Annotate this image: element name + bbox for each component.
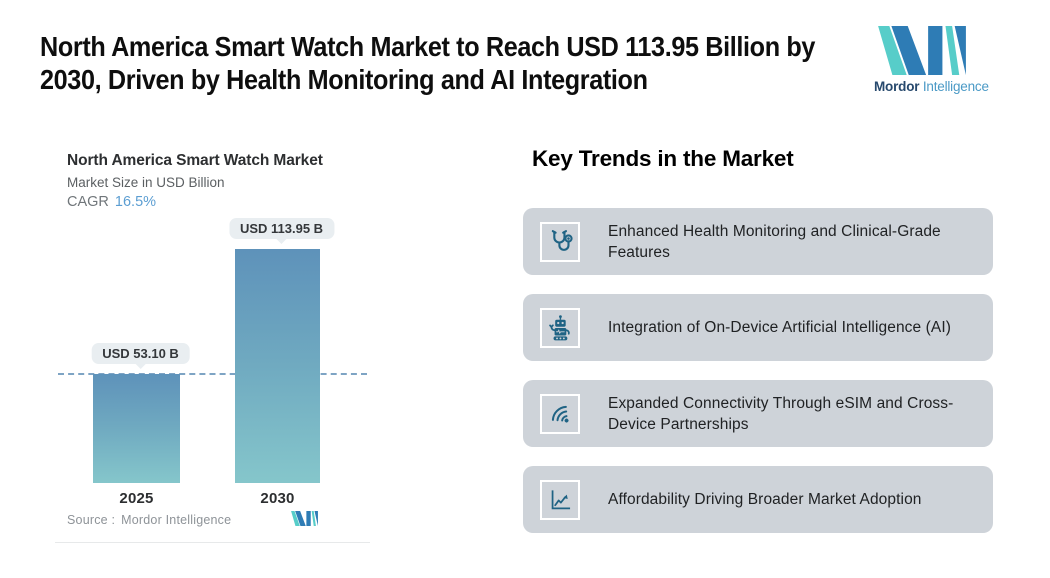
bar-chart-plot: USD 53.10 B 2025 USD 113.95 B 2030 [55,218,370,507]
logo-wordmark: Mordor Intelligence [874,79,989,94]
chart-line-icon [540,479,580,520]
bar-value-label-2030: USD 113.95 B [228,218,335,244]
x-tick-2025: 2025 [119,490,154,507]
trend-card-affordability: Affordability Driving Broader Market Ado… [523,466,993,533]
bar-group-2030: USD 113.95 B 2030 [228,218,335,507]
chart-subtitle: Market Size in USD Billion [67,175,225,190]
chart-source-row: Source : Mordor Intelligence [67,508,358,532]
source-label: Source : [67,513,116,527]
market-chart-card: North America Smart Watch Market Market … [55,130,370,543]
bar-group-2025: USD 53.10 B 2025 [91,343,190,507]
cagr-value: 16.5% [114,194,157,210]
logo-brand-light: Intelligence [922,79,989,94]
trend-label: Enhanced Health Monitoring and Clinical-… [608,222,941,261]
logo-brand-bold: Mordor [874,79,920,94]
mini-logo-mark-icon [291,511,318,526]
trend-label: Integration of On-Device Artificial Inte… [608,319,952,336]
page-title-line1: North America Smart Watch Market to Reac… [40,31,816,62]
trends-heading: Key Trends in the Market [532,146,794,171]
trend-label: Expanded Connectivity Through eSIM and C… [608,394,954,433]
bar-2030 [235,249,320,483]
bar-value-label-2025: USD 53.10 B [91,343,190,369]
wifi-icon [540,393,580,434]
reference-dashed-line [58,373,367,375]
page-title: North America Smart Watch Market to Reac… [40,30,868,96]
x-tick-2030: 2030 [260,490,295,507]
trend-card-health-monitoring: Enhanced Health Monitoring and Clinical-… [523,208,993,275]
source-value: Mordor Intelligence [121,513,232,527]
cagr-label: CAGR [67,194,109,210]
stethoscope-icon [540,221,580,262]
trend-card-connectivity: Expanded Connectivity Through eSIM and C… [523,380,993,447]
mordor-logo-mark-icon [878,26,966,75]
trend-list: Enhanced Health Monitoring and Clinical-… [523,208,993,552]
bar-2025 [93,374,180,483]
trend-card-on-device-ai: Integration of On-Device Artificial Inte… [523,294,993,361]
chart-cagr: CAGR 16.5% [67,194,156,210]
chart-title: North America Smart Watch Market [67,152,323,169]
page-title-line2: 2030, Driven by Health Monitoring and AI… [40,64,648,95]
mordor-intelligence-logo: Mordor Intelligence [874,26,989,94]
trend-label: Affordability Driving Broader Market Ado… [608,491,922,508]
robot-icon [540,307,580,348]
source-text: Source : Mordor Intelligence [67,508,358,532]
